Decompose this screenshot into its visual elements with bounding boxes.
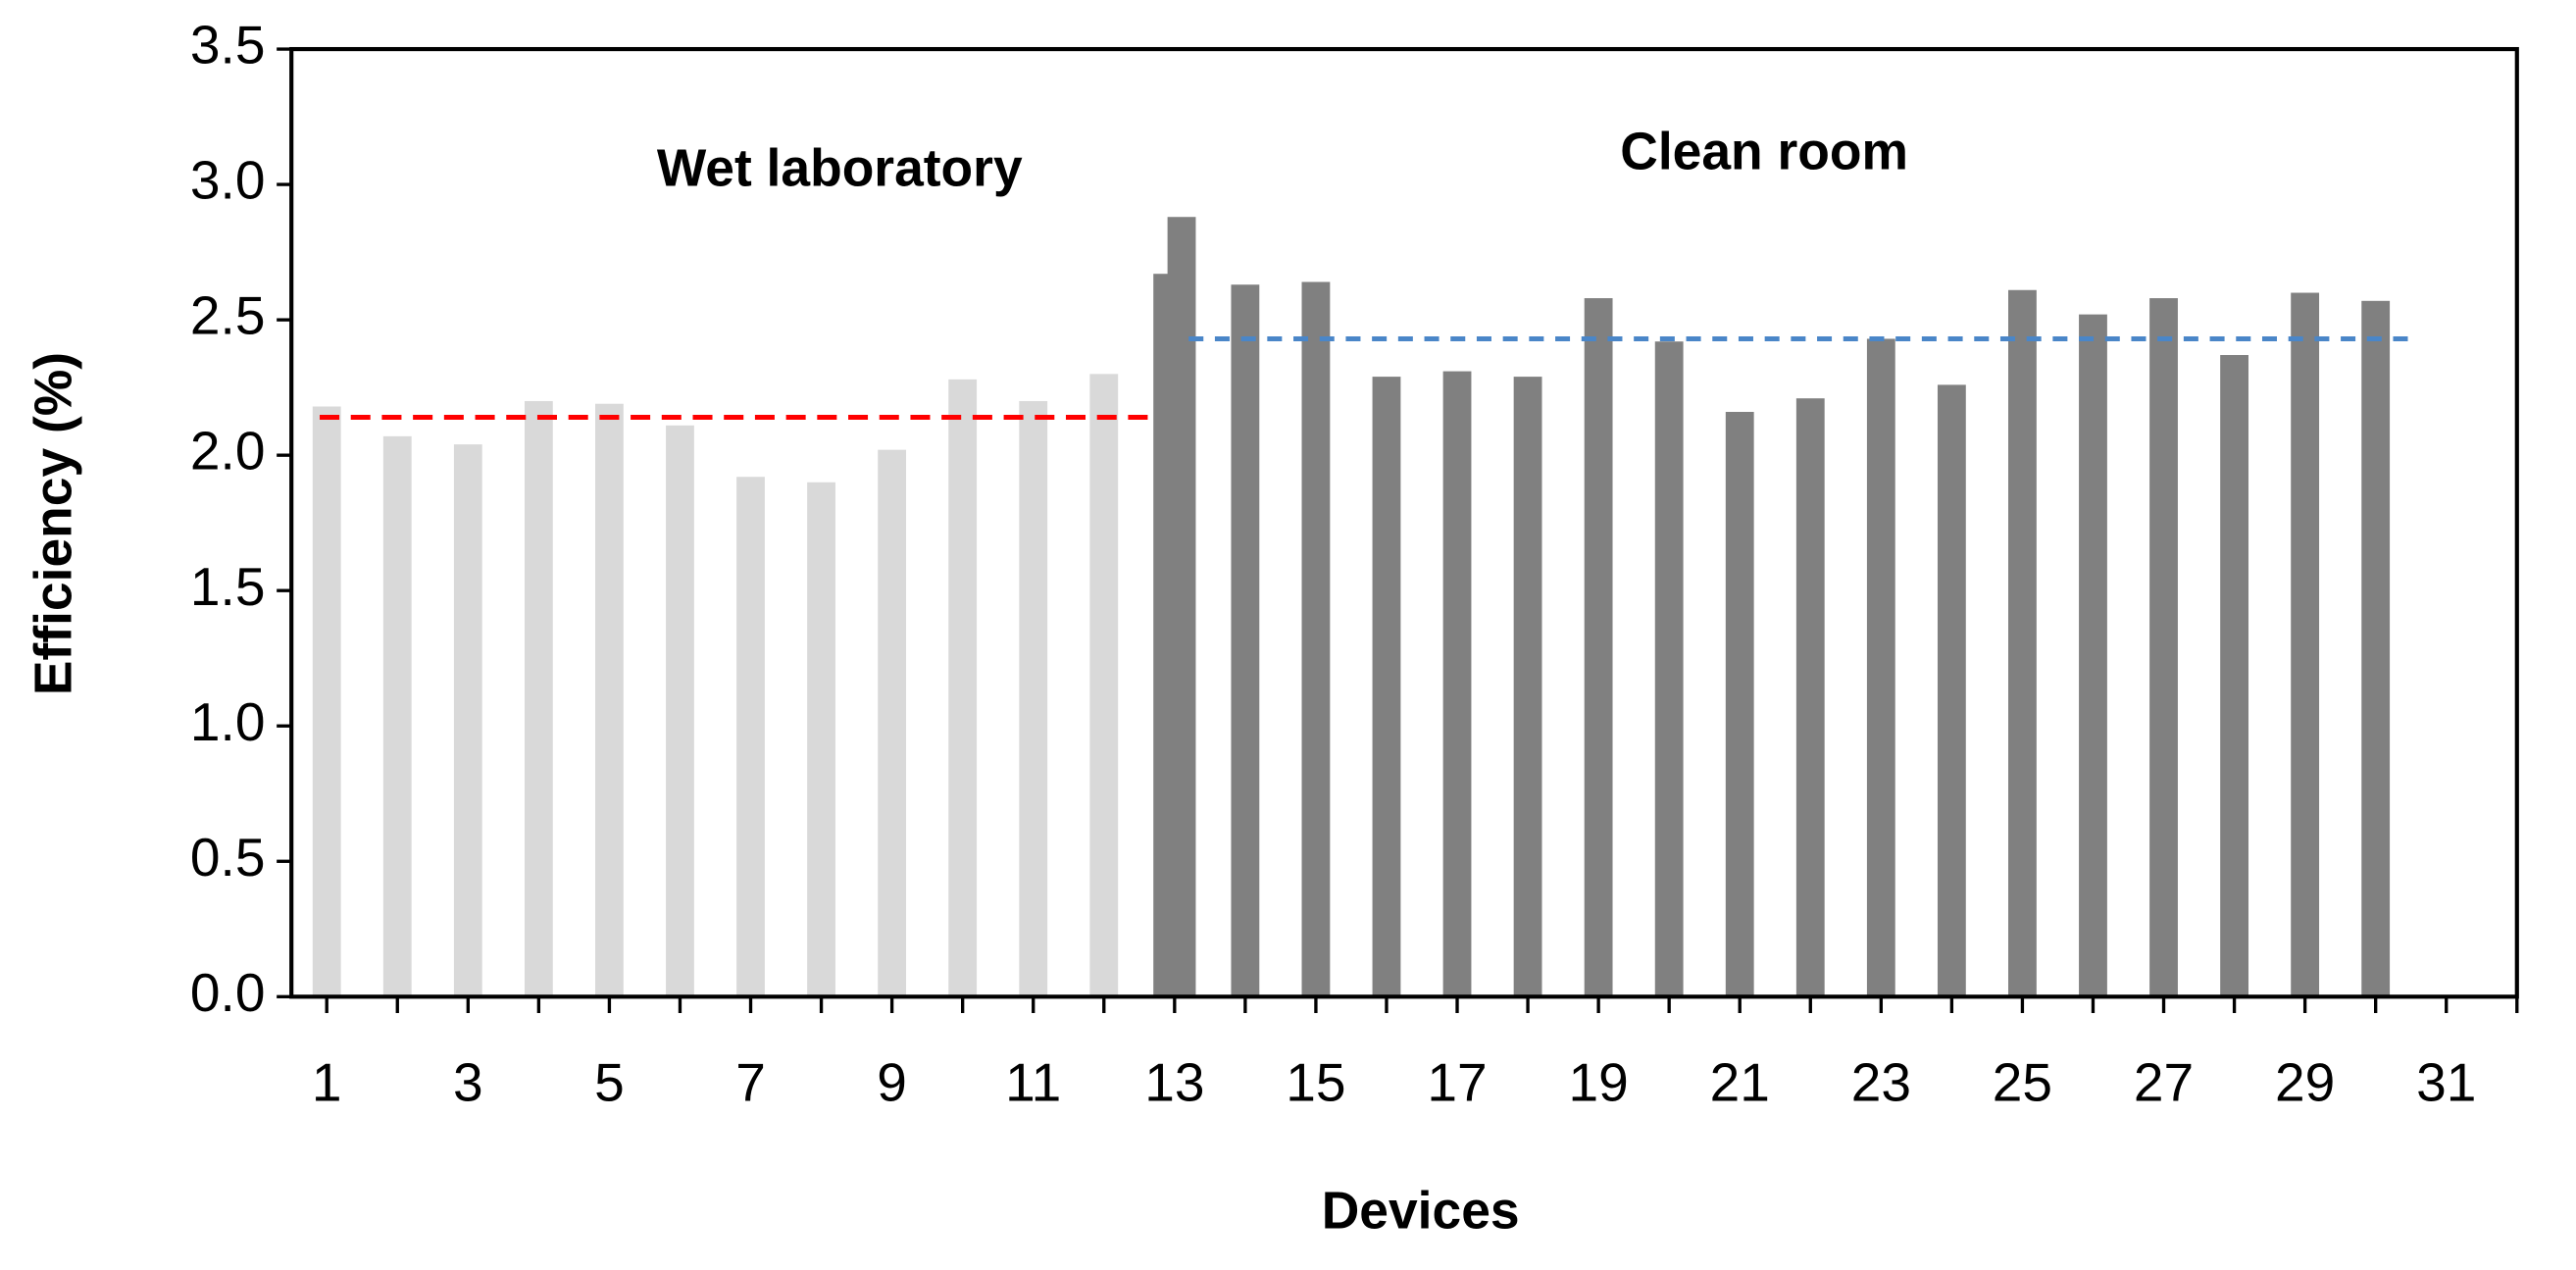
x-tick-label: 3: [453, 1052, 483, 1113]
x-tick-label: 13: [1144, 1052, 1204, 1113]
bar: [524, 400, 553, 997]
x-tick-label: 23: [1851, 1052, 1911, 1113]
bar: [1089, 374, 1119, 997]
bar: [736, 477, 765, 997]
bar: [1866, 338, 1895, 997]
y-tick-label: 1.0: [190, 691, 266, 752]
y-tick-label: 2.0: [190, 421, 266, 482]
annotation: Wet laboratory: [657, 139, 1023, 197]
bar: [807, 482, 835, 997]
bar: [453, 444, 482, 997]
bar: [1654, 341, 1684, 997]
bar: [2008, 289, 2037, 997]
bar: [948, 379, 978, 997]
bar: [1795, 398, 1825, 997]
x-tick-label: 19: [1568, 1052, 1628, 1113]
y-tick-label: 0.0: [190, 962, 266, 1023]
bar: [1301, 281, 1331, 997]
bar: [1937, 384, 1966, 997]
x-tick-label: 15: [1286, 1052, 1345, 1113]
y-tick-label: 1.5: [190, 556, 266, 617]
bar: [2291, 292, 2320, 997]
bar: [1372, 377, 1401, 997]
bar: [1513, 377, 1542, 997]
y-tick-label: 0.5: [190, 827, 266, 888]
plot-frame: [289, 46, 2519, 999]
x-tick-label: 7: [735, 1052, 766, 1113]
x-tick-label: 1: [312, 1052, 342, 1113]
x-tick-label: 11: [1005, 1052, 1061, 1113]
bar: [2079, 314, 2107, 997]
bar: [666, 425, 694, 997]
x-tick-label: 9: [877, 1052, 907, 1113]
y-tick-label: 3.0: [190, 150, 266, 211]
x-tick-label: 27: [2134, 1052, 2194, 1113]
bar: [878, 449, 907, 997]
bar: [1442, 371, 1472, 997]
y-axis-title: Efficiency (%): [25, 352, 83, 695]
bar: [1231, 284, 1260, 997]
bar: [595, 403, 624, 997]
x-tick-label: 17: [1427, 1052, 1487, 1113]
x-tick-label: 25: [1993, 1052, 2052, 1113]
bar: [1167, 217, 1196, 997]
x-tick-label: 29: [2275, 1052, 2335, 1113]
x-tick-label: 5: [594, 1052, 625, 1113]
x-tick-label: 21: [1710, 1052, 1770, 1113]
bar: [312, 406, 341, 997]
x-axis-title: Devices: [1322, 1182, 1520, 1240]
bar: [1019, 400, 1048, 997]
x-tick-label: 31: [2416, 1052, 2476, 1113]
y-tick-label: 3.5: [190, 15, 266, 76]
bar: [382, 435, 412, 997]
bar: [2361, 300, 2391, 997]
bar: [2220, 355, 2248, 997]
bar: [2149, 298, 2178, 997]
bar: [1725, 411, 1754, 997]
bar: [1584, 298, 1613, 997]
annotation: Clean room: [1620, 124, 1908, 181]
y-tick-label: 2.5: [190, 285, 266, 346]
